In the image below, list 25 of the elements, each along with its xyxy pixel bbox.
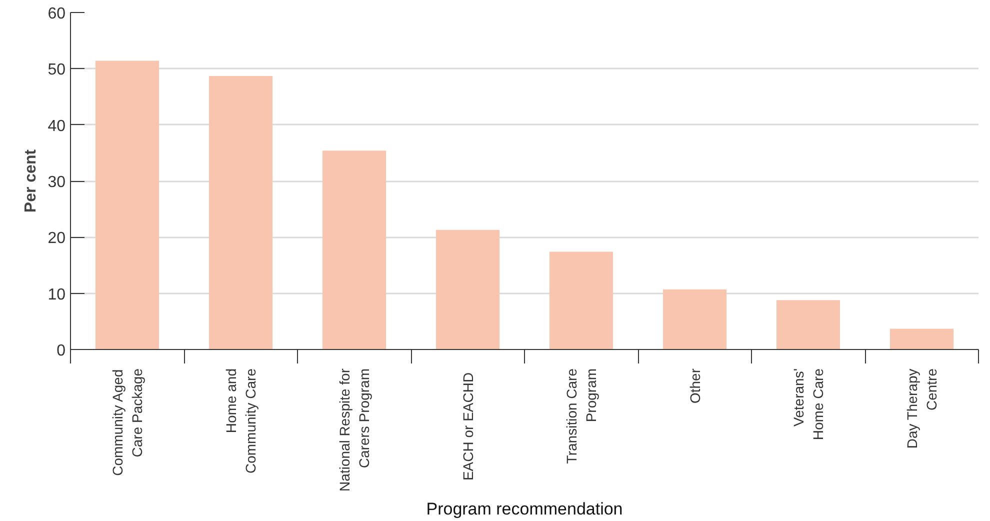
bar	[95, 60, 160, 350]
y-tick-label: 50	[48, 62, 66, 79]
y-tick-label: 40	[48, 118, 66, 135]
x-tick-label: Day Therapy Centre	[904, 368, 940, 449]
x-axis-title: Program recommendation	[426, 499, 623, 518]
bar	[662, 289, 727, 350]
bar	[208, 76, 273, 350]
bar	[776, 300, 840, 350]
x-tick-label: Home and Community Care	[223, 368, 258, 474]
x-tick-label: Transition Care Program	[564, 368, 599, 464]
bar	[436, 230, 500, 350]
x-tick-label: Other	[686, 368, 703, 404]
x-tick-label: Veterans' Home Care	[790, 368, 826, 440]
x-tick-label: Community Aged Care Package	[110, 368, 145, 476]
y-tick-label: 30	[48, 174, 66, 191]
x-tick-label: National Respite for Carers Program	[336, 368, 372, 492]
bar	[890, 328, 954, 350]
y-tick-label: 0	[56, 342, 66, 360]
y-axis-title: Per cent	[22, 148, 40, 213]
bar	[549, 252, 614, 350]
y-tick-label: 60	[48, 6, 66, 22]
x-tick-label: EACH or EACHD	[460, 372, 476, 481]
y-tick-label: 10	[48, 286, 66, 304]
bar	[322, 150, 386, 350]
y-tick-label: 20	[48, 230, 66, 248]
